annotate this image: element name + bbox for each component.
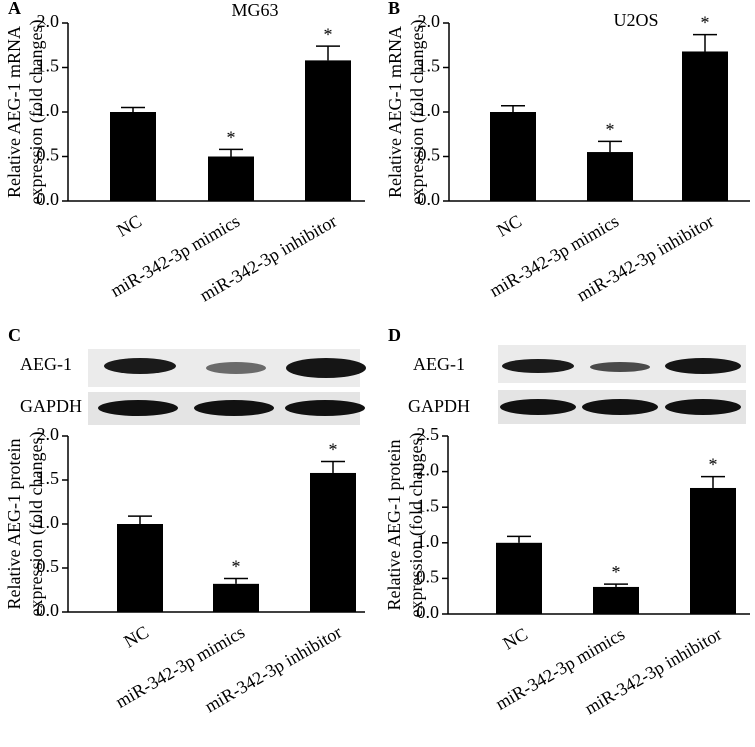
bar xyxy=(490,112,536,201)
y-tick-label: 0.5 xyxy=(418,145,441,165)
blot-d xyxy=(498,345,746,424)
bar xyxy=(682,51,728,202)
chart-title: MG63 xyxy=(231,0,278,20)
y-axis-label: expression (fold changes) xyxy=(26,432,47,617)
significance-mark: * xyxy=(324,24,333,44)
y-axis-label: Relative AEG-1 protein xyxy=(384,440,404,611)
blot-c xyxy=(88,349,366,425)
significance-mark: * xyxy=(709,455,718,475)
chart-title: U2OS xyxy=(613,10,658,30)
bar xyxy=(496,542,542,614)
y-axis-label: expression (fold changes) xyxy=(406,433,427,618)
significance-mark: * xyxy=(227,128,236,148)
y-tick-label: 1.5 xyxy=(418,56,441,76)
y-tick-label: 2.5 xyxy=(417,424,440,444)
panel-label: A xyxy=(8,0,21,18)
y-tick-label: 1.0 xyxy=(418,100,441,120)
y-tick-label: 0.0 xyxy=(37,189,60,209)
y-axis-label: expression (fold changes) xyxy=(26,20,47,205)
y-tick-label: 1.5 xyxy=(417,495,440,515)
x-tick-label: NC xyxy=(113,211,145,241)
y-tick-label: 0.5 xyxy=(37,145,60,165)
significance-mark: * xyxy=(701,13,710,33)
y-tick-label: 0.0 xyxy=(417,602,440,622)
y-tick-label: 1.5 xyxy=(37,468,60,488)
blot-label: AEG-1 xyxy=(413,354,465,374)
y-tick-label: 0.5 xyxy=(417,567,440,587)
y-tick-label: 2.0 xyxy=(37,11,60,31)
y-tick-label: 2.0 xyxy=(417,460,440,480)
bar xyxy=(310,472,356,612)
significance-mark: * xyxy=(606,119,615,139)
y-tick-label: 0.0 xyxy=(37,600,60,620)
x-tick-label: NC xyxy=(493,211,525,241)
bar xyxy=(213,583,259,612)
bar xyxy=(593,586,639,614)
y-tick-label: 0.5 xyxy=(37,556,60,576)
blot-label: AEG-1 xyxy=(20,354,72,374)
blot-label: GAPDH xyxy=(20,396,82,416)
y-axis-label: expression (fold changes) xyxy=(407,20,428,205)
y-tick-label: 1.0 xyxy=(37,512,60,532)
bar xyxy=(117,524,163,612)
x-tick-label: NC xyxy=(120,622,152,652)
y-tick-label: 1.0 xyxy=(37,100,60,120)
bar xyxy=(305,60,351,201)
y-tick-label: 1.5 xyxy=(37,56,60,76)
bar xyxy=(208,156,254,201)
x-tick-label: NC xyxy=(499,624,531,654)
y-tick-label: 2.0 xyxy=(418,11,441,31)
blot-label: GAPDH xyxy=(408,396,470,416)
y-tick-label: 2.0 xyxy=(37,424,60,444)
panel-label: C xyxy=(8,325,21,345)
significance-mark: * xyxy=(232,557,241,577)
bar xyxy=(110,112,156,201)
y-axis-label: Relative AEG-1 protein xyxy=(4,439,24,610)
panel-label: B xyxy=(388,0,400,18)
y-tick-label: 0.0 xyxy=(418,189,441,209)
panel-label: D xyxy=(388,325,401,345)
significance-mark: * xyxy=(612,562,621,582)
y-axis-label: Relative AEG-1 mRNA xyxy=(4,26,24,198)
bar xyxy=(690,487,736,614)
significance-mark: * xyxy=(329,440,338,460)
y-tick-label: 1.0 xyxy=(417,531,440,551)
bar xyxy=(587,152,633,201)
y-axis-label: Relative AEG-1 mRNA xyxy=(385,26,405,198)
